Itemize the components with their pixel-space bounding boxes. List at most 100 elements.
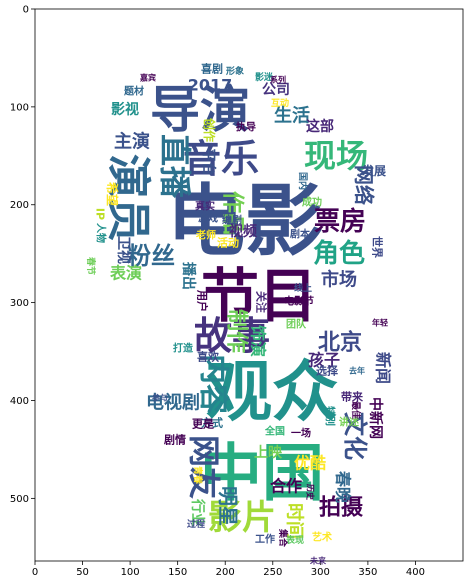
word-22: 网络	[352, 165, 376, 205]
word-28: 孩子	[308, 351, 340, 370]
word-55: 人物	[95, 223, 108, 243]
word-94: 最佳	[350, 401, 362, 419]
word-79: 集合	[277, 528, 289, 548]
word-19: 拍摄	[319, 495, 364, 521]
word-24: 时间	[284, 503, 305, 539]
word-61: 执导	[236, 121, 256, 134]
x-tick-label: 0	[32, 567, 38, 578]
axes: 0 50 100 150 200 250 300 350 400 0 100 200 300 400 500	[10, 5, 464, 578]
y-tick-label: 400	[10, 396, 29, 407]
word-38: 新闻	[374, 352, 393, 384]
word-53: 剧情	[164, 433, 186, 447]
word-23: 明星	[216, 486, 240, 526]
word-71: 特别	[324, 406, 337, 426]
word-95: 线上	[294, 282, 312, 294]
word-27: 饰演	[249, 325, 268, 357]
word-93: 去年	[349, 366, 365, 376]
word-32: 优酷	[294, 454, 326, 473]
word-26: 市场	[321, 269, 357, 291]
word-47: 希望	[105, 181, 120, 206]
word-85: 系列	[270, 75, 286, 85]
word-46: 卫视	[115, 236, 132, 264]
word-90: 历史	[306, 484, 316, 501]
y-tick-label: 0	[23, 5, 29, 16]
word-48: 电影节	[284, 295, 314, 308]
word-34: 2017	[188, 76, 233, 95]
word-16: 北京	[318, 330, 362, 356]
word-12: 内容	[196, 354, 231, 414]
y-tick-label: 500	[10, 494, 29, 505]
y-tick-label: 200	[10, 200, 29, 211]
word-39: 播出	[180, 262, 197, 290]
y-tick-label: 300	[10, 298, 29, 309]
x-tick-label: 200	[216, 567, 235, 578]
word-5: 演员	[103, 154, 154, 242]
word-41: 中新网	[367, 397, 384, 439]
x-tick-label: 400	[406, 567, 425, 578]
word-68: 选择	[316, 364, 339, 378]
word-51: 喜剧	[201, 62, 223, 76]
word-13: 票房	[314, 207, 366, 237]
y-tick-label: 100	[10, 102, 29, 113]
x-tick-label: 50	[76, 567, 89, 578]
word-37: 视频	[229, 223, 257, 240]
word-88: 参与	[151, 393, 168, 403]
word-75: 团队	[286, 318, 307, 331]
word-56: 喜欢	[197, 350, 220, 364]
word-74: 关注	[255, 291, 269, 313]
word-30: 表演	[109, 264, 142, 283]
word-49: 世界	[371, 236, 385, 258]
word-78: 表现	[285, 534, 304, 546]
word-58: 成功	[302, 196, 322, 209]
x-tick-label: 100	[121, 567, 140, 578]
word-33: 春晚	[334, 470, 353, 503]
word-6: 故事	[194, 314, 270, 358]
word-50: 发展	[361, 163, 386, 178]
word-42: 平台	[200, 148, 217, 176]
word-87: 青春	[192, 466, 204, 485]
word-59: 剧本	[290, 228, 311, 241]
word-80: IP	[94, 208, 107, 220]
x-tick-label: 250	[263, 567, 282, 578]
word-73: 艺术	[312, 531, 332, 544]
word-20: 制作	[224, 309, 249, 353]
word-2: 中国	[200, 437, 324, 510]
word-52: 活动	[217, 236, 239, 250]
word-11: 网友	[185, 435, 223, 499]
word-77: 过程	[187, 518, 205, 530]
word-69: 全国	[264, 425, 285, 438]
word-83: 形象	[226, 65, 244, 77]
word-84: 影迷	[255, 71, 274, 83]
plot-frame	[34, 8, 464, 562]
word-86: 春节	[85, 256, 97, 275]
word-76: 打造	[173, 342, 194, 355]
word-65: 编剧	[222, 214, 242, 227]
word-96: 年轻	[372, 318, 388, 328]
word-4: 导演	[150, 81, 250, 139]
word-89: 讲述	[339, 416, 359, 429]
word-7: 音乐	[183, 137, 259, 181]
word-70: 一场	[291, 427, 311, 440]
x-tick-label: 300	[311, 567, 330, 578]
word-66: 带来	[341, 390, 364, 404]
word-8: 现场	[304, 137, 368, 175]
word-82: 国内	[297, 172, 309, 190]
word-44: 这部	[306, 118, 334, 135]
word-25: 电视剧	[146, 392, 200, 414]
x-tick-label: 150	[168, 567, 187, 578]
word-64: 真实	[195, 200, 215, 213]
word-81: 互动	[271, 98, 289, 109]
word-45: 创作	[202, 117, 217, 142]
word-15: 角色	[313, 238, 365, 269]
word-10: 影片	[208, 498, 276, 538]
word-35: 影视	[111, 101, 139, 118]
word-21: 生活	[274, 105, 310, 127]
word-3: 节目	[201, 262, 317, 330]
word-60: 老师	[195, 229, 216, 242]
word-54: 方式	[201, 416, 223, 430]
word-0: 电影	[167, 177, 323, 267]
x-tick-label: 350	[358, 567, 377, 578]
